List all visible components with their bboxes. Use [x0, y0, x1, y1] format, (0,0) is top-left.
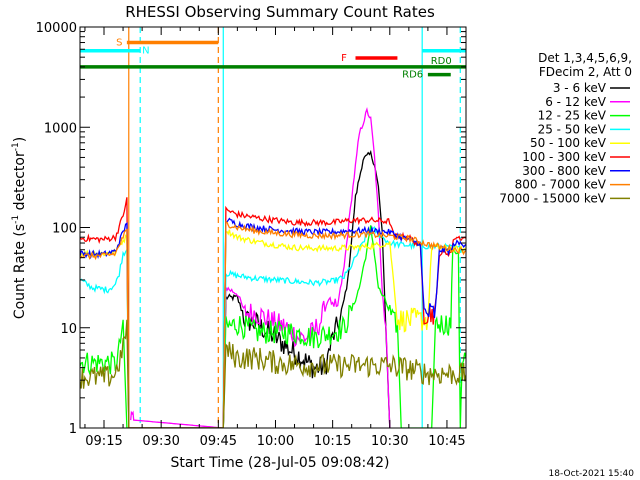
y-tick-label: 1000 [44, 121, 77, 136]
y-axis-label-mid: detector [12, 151, 28, 215]
series-line-6-12-kev [130, 107, 391, 428]
legend-label-7000-15000-kev: 7000 - 15000 keV [499, 191, 606, 205]
chart-title: RHESSI Observing Summary Count Rates [125, 3, 435, 21]
legend-label-3-6-kev: 3 - 6 keV [553, 81, 607, 95]
legend-label-100-300-kev: 100 - 300 keV [522, 150, 606, 164]
x-tick-label: 09:45 [200, 434, 237, 449]
legend-header-line: Det 1,3,4,5,6,9, [538, 51, 632, 65]
series-line-12-25-kev [80, 225, 466, 428]
series-line-800-7000-kev [80, 220, 466, 428]
x-tick-label: 09:15 [85, 434, 122, 449]
series-line-100-300-kev [80, 197, 466, 428]
y-axis-label-sup2: -1 [11, 142, 21, 151]
legend-label-25-50-kev: 25 - 50 keV [538, 122, 607, 136]
x-tick-label: 10:45 [428, 434, 465, 449]
flag-label-rd6: RD6 [402, 70, 423, 81]
y-axis-label: Count Rate (s-1 detector-1) [11, 137, 28, 319]
legend-header-line: FDecim 2, Att 0 [539, 65, 632, 79]
svg-text:Count Rate (s-1 detector-1): Count Rate (s-1 detector-1) [11, 137, 28, 319]
flag-label-s: S [116, 38, 122, 49]
y-tick-label: 100 [52, 222, 77, 237]
y-tick-label: 1 [69, 422, 77, 437]
y-axis-label-end: ) [12, 137, 28, 142]
x-axis-label: Start Time (28-Jul-05 09:08:42) [170, 455, 389, 471]
series-line-50-100-kev [80, 229, 466, 428]
legend-label-50-100-kev: 50 - 100 keV [530, 136, 607, 150]
x-tick-label: 09:30 [142, 434, 179, 449]
legend-label-6-12-kev: 6 - 12 keV [545, 95, 607, 109]
flag-label-n: N [142, 46, 149, 57]
x-tick-label: 10:30 [371, 434, 408, 449]
flag-label-f: F [341, 53, 347, 64]
legend-label-12-25-kev: 12 - 25 keV [538, 109, 607, 123]
legend-label-300-800-kev: 300 - 800 keV [522, 164, 606, 178]
timestamp-label: 18-Oct-2021 15:40 [549, 469, 635, 479]
y-tick-label: 10000 [36, 21, 77, 36]
y-axis-label-text: Count Rate (s [12, 224, 28, 319]
x-tick-label: 10:15 [314, 434, 351, 449]
series-line-25-50-kev [80, 226, 466, 428]
x-tick-label: 10:00 [257, 434, 294, 449]
flag-label-rd0: RD0 [431, 56, 452, 67]
y-tick-label: 10 [60, 322, 77, 337]
legend-label-800-7000-kev: 800 - 7000 keV [515, 178, 607, 192]
y-axis-label-sup1: -1 [11, 215, 21, 224]
series-line-7000-15000-kev [80, 319, 466, 428]
